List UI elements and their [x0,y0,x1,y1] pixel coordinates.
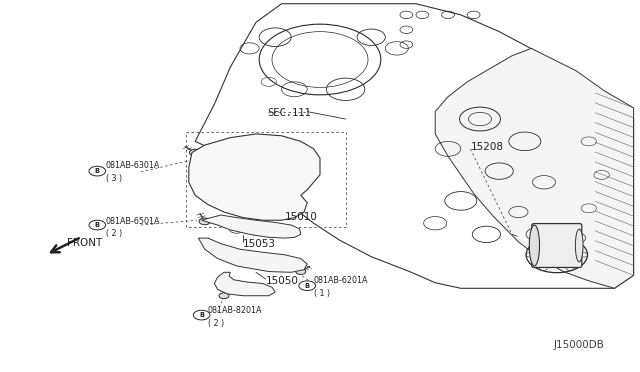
Ellipse shape [529,225,540,266]
Text: 15208: 15208 [470,142,504,152]
Polygon shape [198,238,307,272]
Text: B: B [199,312,204,318]
Circle shape [221,156,291,197]
Text: FRONT: FRONT [67,238,102,247]
Text: 081AB-8201A
( 2 ): 081AB-8201A ( 2 ) [208,306,262,328]
Circle shape [89,220,106,230]
Text: B: B [95,168,100,174]
Polygon shape [435,48,634,288]
Circle shape [199,218,211,225]
Circle shape [193,310,210,320]
Circle shape [89,166,106,176]
Text: 15053: 15053 [243,239,276,248]
Text: 081AB-6301A
( 3 ): 081AB-6301A ( 3 ) [106,161,160,183]
Circle shape [189,149,201,156]
Text: B: B [95,222,100,228]
Polygon shape [202,215,301,238]
Text: B: B [305,283,310,289]
Circle shape [299,281,316,291]
Text: 081AB-6201A
( 1 ): 081AB-6201A ( 1 ) [314,276,368,298]
Text: 15010: 15010 [285,212,317,221]
Text: 081AB-6501A
( 2 ): 081AB-6501A ( 2 ) [106,217,160,238]
Text: SEC.111: SEC.111 [268,109,311,118]
Circle shape [219,293,229,299]
Text: J15000DB: J15000DB [554,340,605,350]
Text: 15050: 15050 [266,276,298,286]
Polygon shape [189,134,320,220]
Ellipse shape [575,229,583,262]
Polygon shape [214,272,275,296]
Circle shape [296,269,306,275]
Circle shape [544,238,570,253]
FancyBboxPatch shape [532,224,582,267]
